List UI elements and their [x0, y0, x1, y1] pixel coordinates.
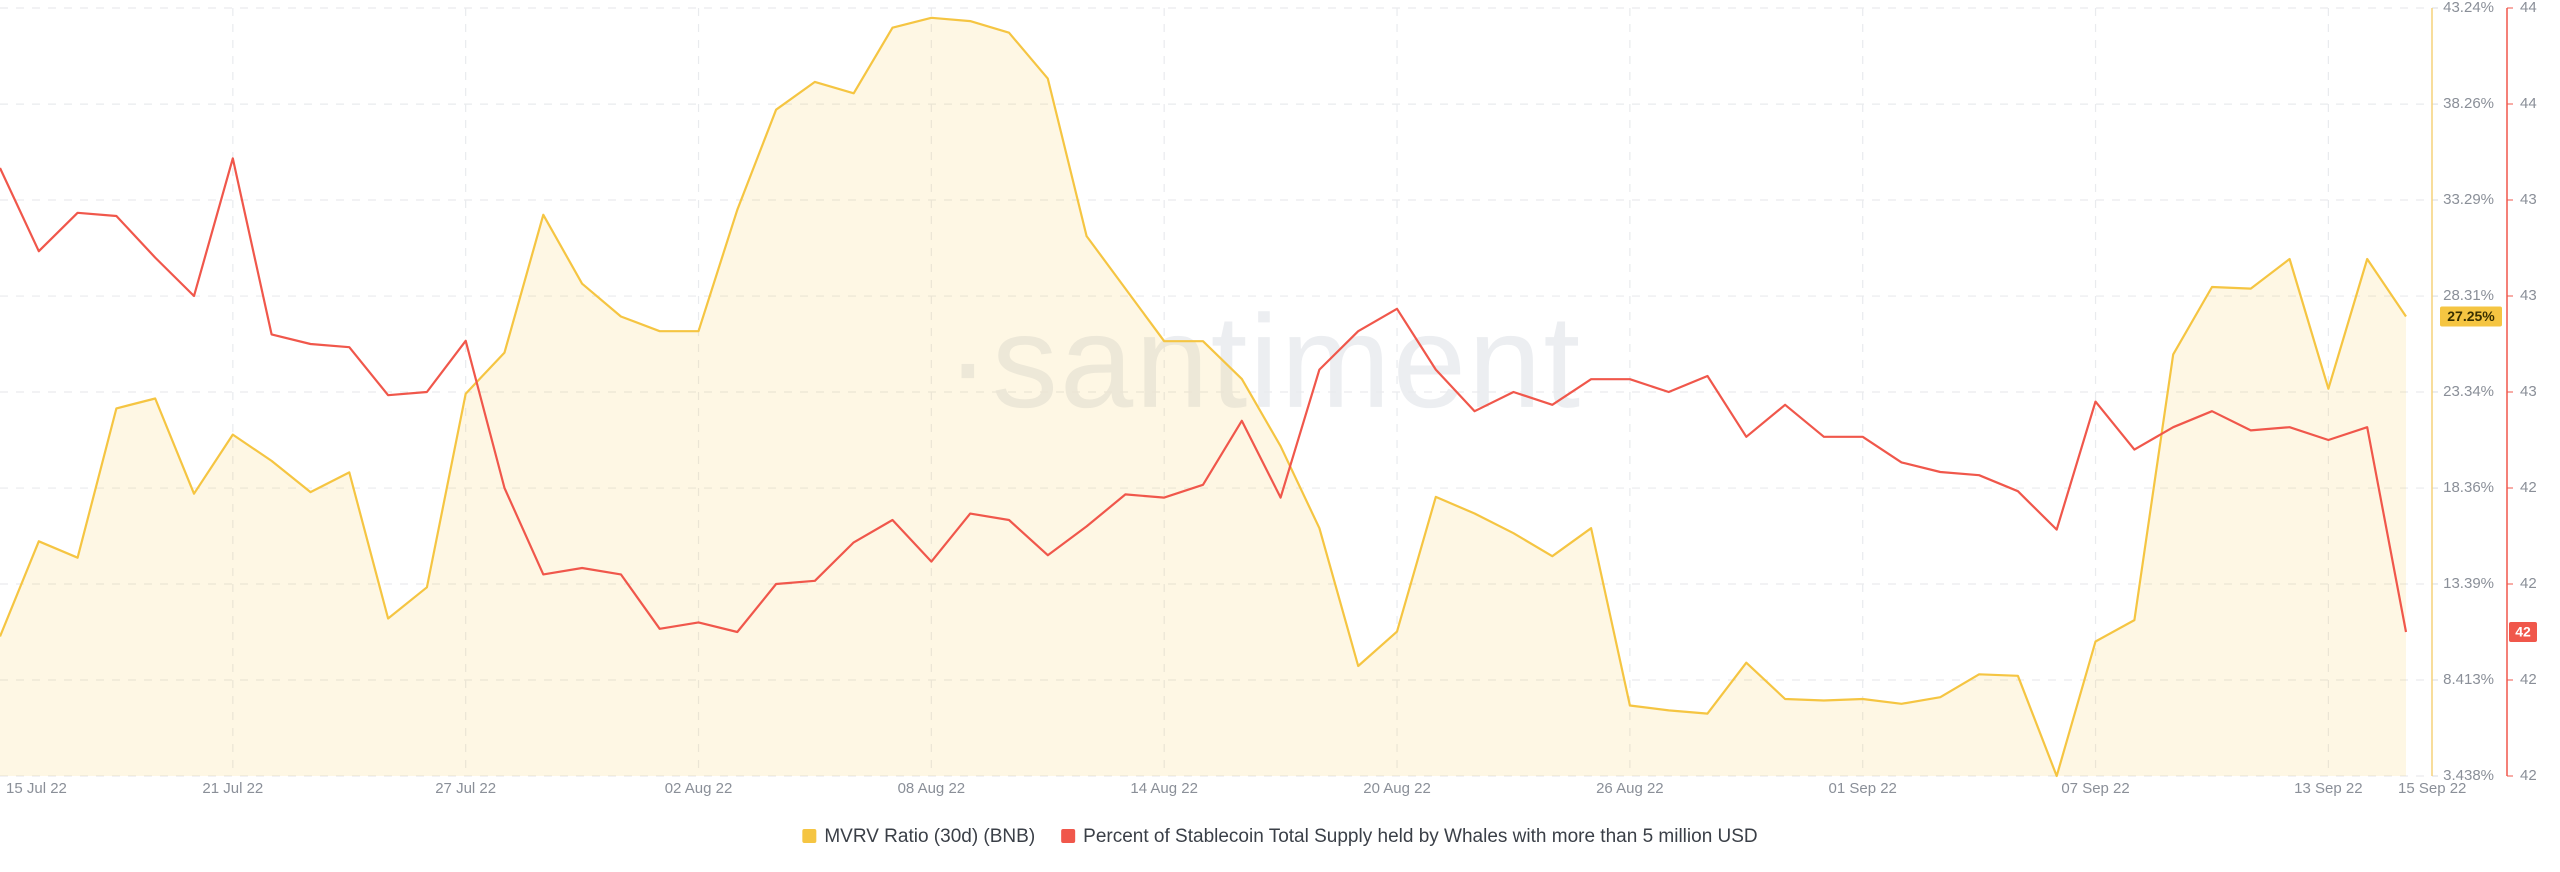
line — [0, 157, 2408, 634]
y2-tick-label: 43 — [2520, 287, 2537, 304]
x-tick-label: 21 Jul 22 — [202, 780, 263, 797]
y-tick-label: 18.36% — [2443, 479, 2494, 496]
x-tick-label: 27 Jul 22 — [435, 780, 496, 797]
x-tick-label: 14 Aug 22 — [1130, 780, 1198, 797]
y-tick-label: 28.31% — [2443, 287, 2494, 304]
y-tick-label: 38.26% — [2443, 95, 2494, 112]
y2-tick-label: 42 — [2520, 479, 2537, 496]
y2-tick-label: 43 — [2520, 191, 2537, 208]
x-tick-label: 07 Sep 22 — [2061, 780, 2129, 797]
y-tick-label: 23.34% — [2443, 383, 2494, 400]
x-tick-label: 26 Aug 22 — [1596, 780, 1664, 797]
y2-tick-label: 42 — [2520, 575, 2537, 592]
y2-tick-label: 43 — [2520, 383, 2537, 400]
x-tick-label: 13 Sep 22 — [2294, 780, 2362, 797]
y2-tick-label: 44 — [2520, 95, 2537, 112]
y2-tick-label: 42 — [2520, 767, 2537, 784]
x-tick-label: 20 Aug 22 — [1363, 780, 1431, 797]
legend-label: Percent of Stablecoin Total Supply held … — [1083, 826, 1758, 847]
last-value-label: 42 — [2515, 624, 2531, 640]
x-tick-label: 08 Aug 22 — [898, 780, 966, 797]
legend-swatch — [1061, 829, 1076, 843]
x-tick-label: 15 Sep 22 — [2398, 780, 2466, 797]
last-value-badge — [2440, 306, 2502, 327]
last-value-label: 27.25% — [2447, 308, 2495, 324]
legend-swatch — [802, 829, 817, 843]
y-tick-label: 33.29% — [2443, 191, 2494, 208]
area — [0, 17, 2406, 777]
y-tick-label: 3.438% — [2443, 767, 2494, 784]
y-tick-label: 13.39% — [2443, 575, 2494, 592]
y2-tick-label: 44 — [2520, 0, 2537, 16]
y-tick-label: 43.24% — [2443, 0, 2494, 16]
legend-label: MVRV Ratio (30d) (BNB) — [824, 826, 1035, 847]
x-tick-label: 15 Jul 22 — [6, 780, 67, 797]
last-value-badge — [2509, 622, 2537, 642]
line — [0, 16, 2407, 778]
y2-tick-label: 42 — [2520, 671, 2537, 688]
legend: MVRV Ratio (30d) (BNB) Percent of Stablec… — [802, 826, 1758, 847]
x-tick-label: 02 Aug 22 — [665, 780, 733, 797]
y-tick-label: 8.413% — [2443, 671, 2494, 688]
x-tick-label: 01 Sep 22 — [1829, 780, 1897, 797]
